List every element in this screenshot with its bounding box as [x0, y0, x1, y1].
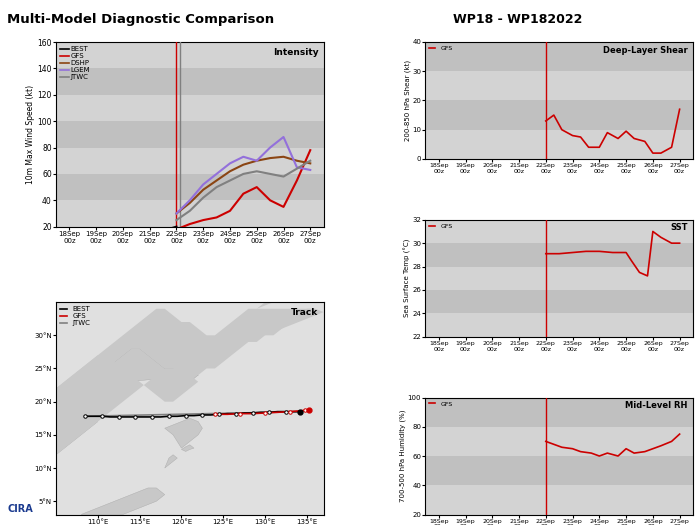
Text: Multi-Model Diagnostic Comparison: Multi-Model Diagnostic Comparison — [7, 13, 274, 26]
Polygon shape — [164, 418, 202, 448]
Polygon shape — [181, 445, 194, 452]
Bar — [426, 485, 693, 514]
Polygon shape — [14, 355, 198, 468]
Text: SST: SST — [670, 223, 687, 232]
Bar — [56, 201, 323, 227]
Bar — [426, 130, 693, 159]
Y-axis label: Sea Surface Temp (°C): Sea Surface Temp (°C) — [404, 239, 411, 318]
Text: CIRA: CIRA — [7, 504, 33, 514]
Polygon shape — [56, 309, 323, 388]
Bar — [426, 71, 693, 100]
Bar — [56, 121, 323, 148]
Polygon shape — [81, 488, 164, 514]
Polygon shape — [181, 369, 198, 388]
Text: Mid-Level RH: Mid-Level RH — [625, 401, 687, 410]
Legend: BEST, GFS, DSHP, LGEM, JTWC: BEST, GFS, DSHP, LGEM, JTWC — [60, 46, 91, 81]
Legend: GFS: GFS — [428, 401, 453, 407]
Bar — [426, 220, 693, 243]
Y-axis label: 200-850 hPa Shear (kt): 200-850 hPa Shear (kt) — [405, 60, 411, 141]
Text: Intensity: Intensity — [273, 48, 318, 57]
Polygon shape — [240, 302, 274, 316]
Legend: GFS: GFS — [428, 45, 453, 52]
Polygon shape — [56, 349, 198, 388]
Y-axis label: 700-500 hPa Humidity (%): 700-500 hPa Humidity (%) — [400, 410, 406, 502]
Bar — [56, 42, 323, 68]
Legend: GFS: GFS — [428, 223, 453, 229]
Bar — [426, 100, 693, 130]
Polygon shape — [31, 388, 98, 468]
Bar — [426, 456, 693, 485]
Bar — [426, 243, 693, 267]
Text: Track: Track — [291, 309, 318, 318]
Bar — [426, 42, 693, 71]
Text: Deep-Layer Shear: Deep-Layer Shear — [603, 46, 687, 55]
Bar — [56, 68, 323, 95]
Polygon shape — [85, 401, 106, 414]
Bar — [426, 267, 693, 290]
Bar — [56, 148, 323, 174]
Bar — [56, 174, 323, 201]
Bar — [426, 313, 693, 337]
Text: WP18 - WP182022: WP18 - WP182022 — [454, 13, 582, 26]
Legend: BEST, GFS, JTWC: BEST, GFS, JTWC — [60, 306, 91, 327]
Bar — [56, 95, 323, 121]
Bar — [426, 427, 693, 456]
Polygon shape — [164, 455, 177, 468]
Bar — [426, 397, 693, 427]
Polygon shape — [265, 309, 323, 335]
Bar — [426, 290, 693, 313]
Y-axis label: 10m Max Wind Speed (kt): 10m Max Wind Speed (kt) — [26, 85, 34, 184]
